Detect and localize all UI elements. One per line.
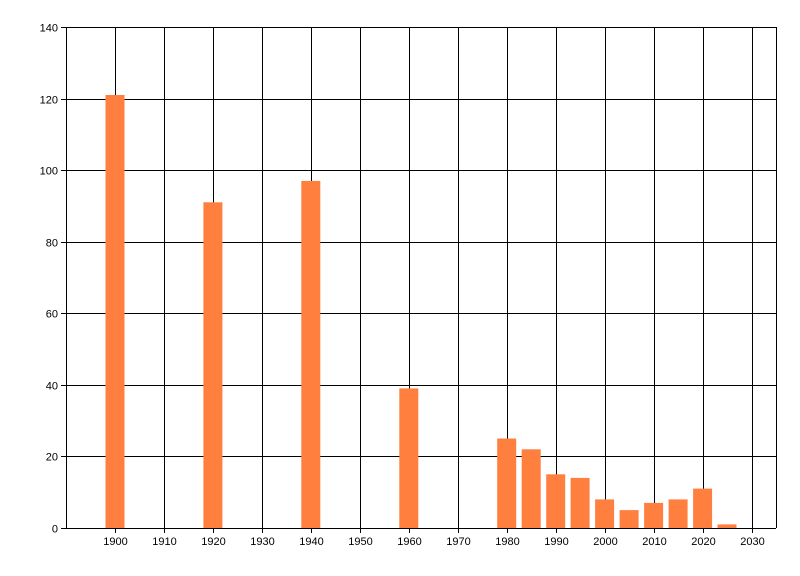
x-tick-label: 1920 xyxy=(201,536,225,548)
x-tick-label: 1980 xyxy=(495,536,519,548)
x-tick-label: 1950 xyxy=(348,536,372,548)
bar xyxy=(717,524,737,528)
x-tick-label: 1910 xyxy=(152,536,176,548)
bar xyxy=(693,488,713,528)
x-tick-label: 1970 xyxy=(446,536,470,548)
horizontal-gridlines xyxy=(66,27,776,529)
bar xyxy=(570,477,590,528)
x-tick-label: 1940 xyxy=(299,536,323,548)
bar xyxy=(619,510,639,528)
y-tick-label: 0 xyxy=(52,524,58,536)
x-tick-label: 1960 xyxy=(397,536,421,548)
bar xyxy=(301,180,321,528)
x-tick-label: 1900 xyxy=(103,536,127,548)
bar xyxy=(105,95,125,528)
y-tick-label: 140 xyxy=(40,23,58,35)
x-tick-label: 1930 xyxy=(250,536,274,548)
y-tick-label: 80 xyxy=(46,238,58,250)
y-tick-label: 20 xyxy=(46,452,58,464)
bar xyxy=(497,438,517,528)
y-tick-label: 60 xyxy=(46,309,58,321)
x-tick-label: 2030 xyxy=(740,536,764,548)
y-tick-label: 100 xyxy=(40,166,58,178)
bar xyxy=(399,388,419,528)
bar xyxy=(521,449,541,528)
bar xyxy=(668,499,688,528)
x-tick-label: 2010 xyxy=(642,536,666,548)
axes xyxy=(66,27,777,529)
bars xyxy=(105,95,737,529)
x-axis-ticks: 1900 1910 1920 1930 1940 1950 1960 1970 1980 1990… xyxy=(103,528,765,548)
y-tick-label: 40 xyxy=(46,381,58,393)
x-tick-label: 1990 xyxy=(544,536,568,548)
y-tick-label: 120 xyxy=(40,95,58,107)
y-axis-ticks: 0 20 40 60 80 100 120 140 xyxy=(40,23,66,536)
bar xyxy=(595,499,615,528)
bar xyxy=(546,474,566,528)
bar xyxy=(203,202,223,529)
bar xyxy=(644,502,664,528)
x-tick-label: 2020 xyxy=(691,536,715,548)
x-tick-label: 2000 xyxy=(593,536,617,548)
